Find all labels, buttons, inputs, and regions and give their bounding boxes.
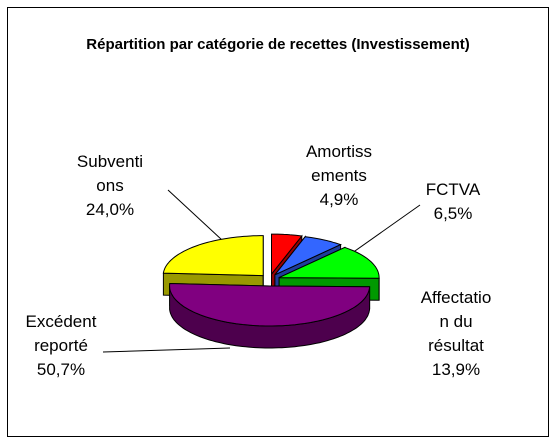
leader-line	[102, 347, 231, 353]
slice	[169, 282, 371, 349]
data-label: Excédent reporté 50,7%	[20, 310, 102, 382]
category-label: Excédent reporté	[25, 312, 97, 355]
pie	[162, 233, 380, 349]
slice-top	[278, 246, 380, 279]
slice-top	[162, 235, 264, 277]
category-label: Amortissements	[305, 142, 373, 185]
data-label: Amortissements 4,9%	[302, 140, 376, 212]
leader-line	[344, 204, 421, 259]
chart-title: Répartition par catégorie de recettes (I…	[86, 36, 470, 53]
value-label: 6,5%	[433, 204, 473, 223]
slice-top	[271, 233, 303, 276]
slice-top	[169, 282, 371, 327]
category-label: FCTVA	[425, 180, 481, 199]
chart-border	[7, 7, 549, 437]
category-label: Affectation du résultat	[420, 288, 492, 355]
value-label: 13,9%	[431, 360, 481, 379]
data-label: FCTVA 6,5%	[418, 178, 488, 226]
value-label: 50,7%	[36, 360, 86, 379]
data-label: Affectation du résultat 13,9%	[417, 286, 495, 382]
category-label: Subventions	[76, 152, 144, 195]
leader-line	[167, 189, 223, 241]
data-label: Subventions 24,0%	[74, 150, 146, 222]
value-label: 4,9%	[319, 190, 359, 209]
value-label: 24,0%	[85, 200, 135, 219]
slice-top	[274, 236, 342, 276]
